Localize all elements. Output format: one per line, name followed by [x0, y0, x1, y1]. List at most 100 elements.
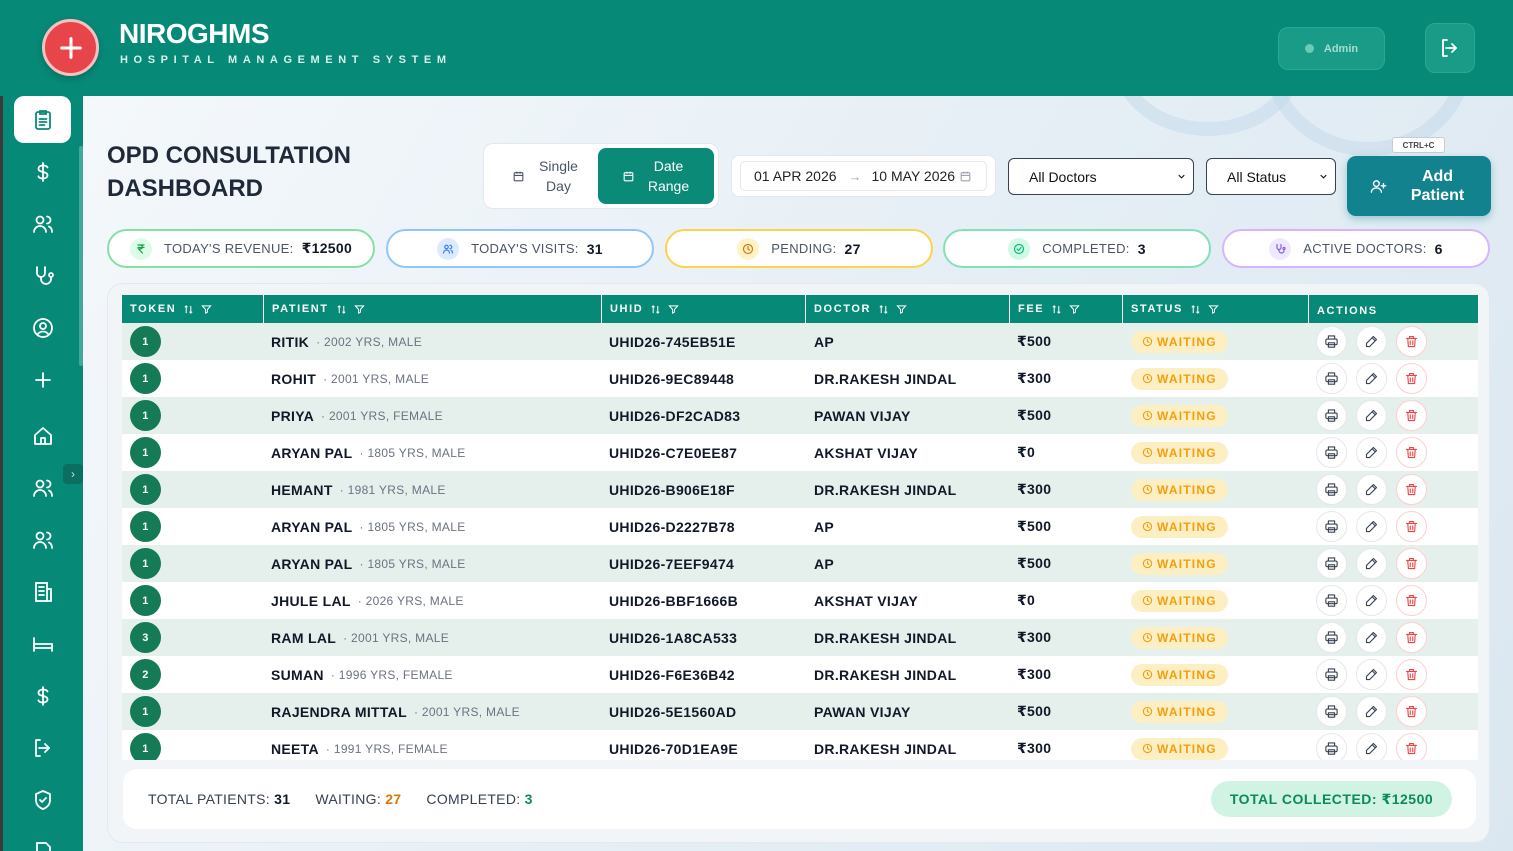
column-uhid[interactable]: UHID	[601, 295, 805, 323]
doctor-cell: AKSHAT VIJAY	[814, 592, 918, 609]
sidebar-item-beds[interactable]	[14, 620, 71, 667]
fee-cell: ₹0	[1017, 444, 1036, 460]
patient-cell: JHULE LAL · 2026 YRS, MALE	[271, 582, 464, 619]
doctor-filter-select[interactable]: All Doctors	[1008, 158, 1194, 195]
add-patient-button[interactable]: Add Patient	[1347, 156, 1491, 216]
edit-icon[interactable]	[1356, 511, 1387, 542]
calendar-icon	[623, 171, 633, 181]
delete-icon[interactable]	[1396, 400, 1427, 431]
sidebar-item-staff[interactable]	[14, 464, 71, 511]
sidebar-item-logout[interactable]	[14, 724, 71, 771]
edit-icon[interactable]	[1356, 585, 1387, 616]
table-row[interactable]: 1 ARYAN PAL · 1805 YRS, MALE UHID26-C7E0EE8…	[122, 434, 1478, 471]
column-token[interactable]: TOKEN	[122, 295, 263, 323]
column-fee[interactable]: FEE	[1009, 295, 1122, 323]
print-icon[interactable]	[1316, 400, 1347, 431]
patient-meta: · 1805 YRS, MALE	[359, 445, 466, 460]
sidebar-collapse-chevron-icon[interactable]: ›	[63, 464, 83, 484]
sidebar-item-billing[interactable]	[14, 148, 71, 195]
table-row[interactable]: 1 ARYAN PAL · 1805 YRS, MALE UHID26-7EEF947…	[122, 545, 1478, 582]
table-row[interactable]: 2 SUMAN · 1996 YRS, FEMALE UHID26-F6E36B42 D…	[122, 656, 1478, 693]
edit-icon[interactable]	[1356, 548, 1387, 579]
patient-cell: ARYAN PAL · 1805 YRS, MALE	[271, 508, 466, 545]
table-row[interactable]: 1 ROHIT · 2001 YRS, MALE UHID26-9EC89448 DR.…	[122, 360, 1478, 397]
sidebar-item-wards[interactable]	[14, 568, 71, 615]
edit-icon[interactable]	[1356, 474, 1387, 505]
sidebar-item-home[interactable]	[14, 412, 71, 459]
sidebar-item-opd[interactable]	[14, 96, 71, 143]
delete-icon[interactable]	[1396, 548, 1427, 579]
delete-icon[interactable]	[1396, 585, 1427, 616]
print-icon[interactable]	[1316, 511, 1347, 542]
stat-active-doctors-label: ACTIVE DOCTORS:	[1303, 241, 1427, 256]
sidebar-item-documents[interactable]	[14, 828, 71, 851]
patient-meta: · 2001 YRS, FEMALE	[321, 408, 443, 423]
status-filter-select[interactable]: All Status	[1206, 158, 1336, 195]
delete-icon[interactable]	[1396, 326, 1427, 357]
print-icon[interactable]	[1316, 326, 1347, 357]
edit-icon[interactable]	[1356, 363, 1387, 394]
print-icon[interactable]	[1316, 474, 1347, 505]
table-row[interactable]: 1 HEMANT · 1981 YRS, MALE UHID26-B906E18F DR…	[122, 471, 1478, 508]
add-patient-label: Add Patient	[1410, 168, 1465, 204]
single-day-button[interactable]: Single Day	[488, 148, 604, 204]
delete-icon[interactable]	[1396, 474, 1427, 505]
delete-icon[interactable]	[1396, 696, 1427, 727]
status-label: WAITING	[1157, 519, 1217, 534]
sidebar-item-team[interactable]	[14, 516, 71, 563]
table-row[interactable]: 1 ARYAN PAL · 1805 YRS, MALE UHID26-D2227B7…	[122, 508, 1478, 545]
column-doctor[interactable]: DOCTOR	[805, 295, 1009, 323]
edit-icon[interactable]	[1356, 622, 1387, 653]
print-icon[interactable]	[1316, 659, 1347, 690]
delete-icon[interactable]	[1396, 437, 1427, 468]
sidebar-item-patients[interactable]	[14, 200, 71, 247]
sidebar-item-profile[interactable]	[14, 304, 71, 351]
edit-icon[interactable]	[1356, 733, 1387, 760]
table-row[interactable]: 1 RAJENDRA MITTAL · 2001 YRS, MALE UHID26-5…	[122, 693, 1478, 730]
column-actions-label: ACTIONS	[1317, 305, 1378, 317]
token-badge: 1	[130, 511, 161, 542]
sidebar-item-accounts[interactable]	[14, 672, 71, 719]
print-icon[interactable]	[1316, 548, 1347, 579]
delete-icon[interactable]	[1396, 622, 1427, 653]
table-row[interactable]: 1 PRIYA · 2001 YRS, FEMALE UHID26-DF2CAD83 P…	[122, 397, 1478, 434]
doctor-cell: AP	[814, 333, 835, 350]
table-row[interactable]: 3 RAM LAL · 2001 YRS, MALE UHID26-1A8CA533 D…	[122, 619, 1478, 656]
delete-icon[interactable]	[1396, 659, 1427, 690]
table-row[interactable]: 1 RITIK · 2002 YRS, MALE UHID26-745EB51E AP ₹…	[122, 323, 1478, 360]
patient-name: ROHIT	[271, 370, 317, 387]
delete-icon[interactable]	[1396, 511, 1427, 542]
sidebar-item-doctors[interactable]	[14, 252, 71, 299]
table-summary: TOTAL PATIENTS: 31 WAITING: 27 COMPLETED…	[123, 769, 1476, 829]
admin-badge[interactable]: Admin	[1278, 27, 1385, 70]
sidebar-item-add[interactable]	[14, 356, 71, 403]
sidebar-item-security[interactable]	[14, 776, 71, 823]
column-status[interactable]: STATUS	[1122, 295, 1308, 323]
token-cell: 1	[122, 582, 161, 619]
edit-icon[interactable]	[1356, 659, 1387, 690]
sidebar-scrollbar[interactable]	[79, 146, 83, 366]
edit-icon[interactable]	[1356, 400, 1387, 431]
print-icon[interactable]	[1316, 437, 1347, 468]
date-range-button[interactable]: Date Range	[598, 148, 714, 204]
print-icon[interactable]	[1316, 696, 1347, 727]
logout-button[interactable]	[1425, 23, 1475, 73]
table-row[interactable]: 1 JHULE LAL · 2026 YRS, MALE UHID26-BBF1666…	[122, 582, 1478, 619]
doctor-cell: DR.RAKESH JINDAL	[814, 629, 957, 646]
clock-icon	[1142, 743, 1153, 754]
edit-icon[interactable]	[1356, 326, 1387, 357]
edit-icon[interactable]	[1356, 696, 1387, 727]
date-to: 10 MAY 2026	[871, 168, 956, 184]
delete-icon[interactable]	[1396, 363, 1427, 394]
date-range-input[interactable]: 01 APR 2026 → 10 MAY 2026	[740, 161, 987, 191]
column-patient[interactable]: PATIENT	[263, 295, 601, 323]
dollar-icon	[37, 161, 48, 182]
print-icon[interactable]	[1316, 733, 1347, 760]
delete-icon[interactable]	[1396, 733, 1427, 760]
print-icon[interactable]	[1316, 585, 1347, 616]
print-icon[interactable]	[1316, 363, 1347, 394]
edit-icon[interactable]	[1356, 437, 1387, 468]
table-row[interactable]: 1 NEETA · 1991 YRS, FEMALE UHID26-70D1EA9E D…	[122, 730, 1478, 760]
print-icon[interactable]	[1316, 622, 1347, 653]
stat-revenue: TODAY'S REVENUE: ₹12500	[107, 229, 375, 268]
